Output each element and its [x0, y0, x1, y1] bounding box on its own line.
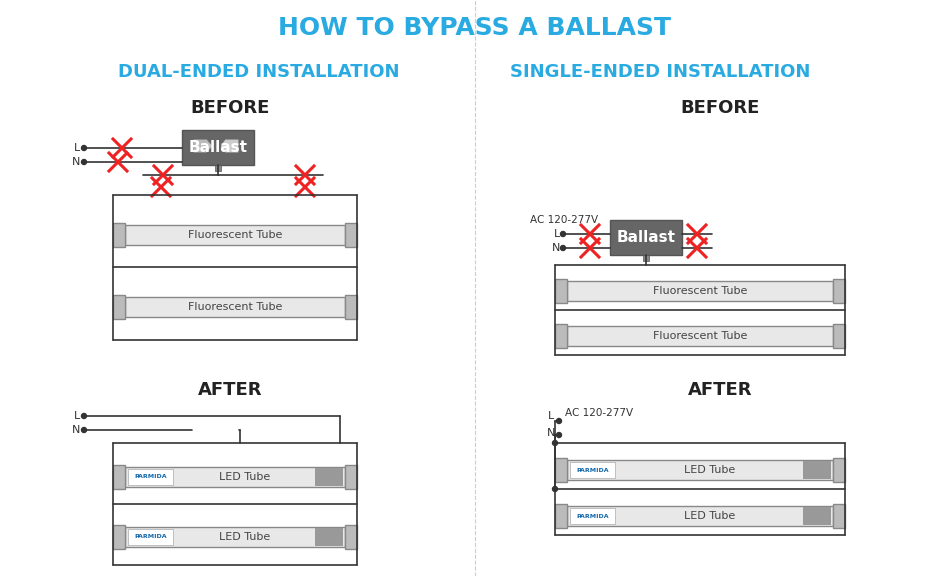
Bar — [555, 458, 567, 482]
Bar — [567, 281, 833, 301]
Text: N: N — [552, 243, 560, 253]
Text: BEFORE: BEFORE — [680, 99, 760, 117]
Text: Fluorescent Tube: Fluorescent Tube — [188, 302, 282, 312]
Circle shape — [560, 232, 565, 237]
Text: AFTER: AFTER — [198, 381, 262, 399]
Text: L: L — [74, 143, 80, 153]
Text: AC 120-277V: AC 120-277V — [530, 215, 598, 225]
Bar — [567, 326, 833, 346]
Text: PARMIDA: PARMIDA — [134, 475, 167, 479]
Text: LED Tube: LED Tube — [684, 511, 735, 521]
Bar — [833, 324, 845, 348]
Bar — [315, 528, 343, 546]
Text: HOW TO BYPASS A BALLAST: HOW TO BYPASS A BALLAST — [278, 16, 672, 40]
Bar — [555, 504, 567, 528]
Text: BEFORE: BEFORE — [190, 99, 270, 117]
Text: Fluorescent Tube: Fluorescent Tube — [653, 331, 748, 341]
Polygon shape — [193, 139, 213, 153]
Polygon shape — [220, 139, 239, 153]
Text: N: N — [71, 157, 80, 167]
Bar — [610, 220, 682, 255]
Circle shape — [560, 245, 565, 251]
Text: AC 120-277V: AC 120-277V — [565, 408, 633, 418]
Text: Ballast: Ballast — [188, 140, 248, 155]
Bar — [643, 255, 649, 261]
Text: DUAL-ENDED INSTALLATION: DUAL-ENDED INSTALLATION — [118, 63, 400, 81]
Circle shape — [557, 433, 561, 438]
Bar — [113, 295, 125, 319]
Bar — [833, 458, 845, 482]
Bar — [345, 295, 357, 319]
Text: Fluorescent Tube: Fluorescent Tube — [653, 286, 748, 296]
Text: Fluorescent Tube: Fluorescent Tube — [188, 230, 282, 240]
Bar — [113, 223, 125, 247]
Bar — [315, 468, 343, 486]
Bar — [567, 506, 833, 526]
Circle shape — [82, 427, 86, 433]
Bar — [215, 165, 221, 171]
Circle shape — [553, 441, 558, 445]
Text: PARMIDA: PARMIDA — [577, 513, 609, 518]
Text: Ballast: Ballast — [617, 230, 675, 245]
Bar — [833, 279, 845, 303]
Circle shape — [82, 160, 86, 165]
Bar — [128, 469, 173, 485]
Bar — [345, 465, 357, 489]
Bar — [555, 279, 567, 303]
Text: AFTER: AFTER — [688, 381, 752, 399]
Bar — [567, 460, 833, 480]
Text: PARMIDA: PARMIDA — [134, 535, 167, 540]
Text: LED Tube: LED Tube — [219, 472, 271, 482]
Bar — [345, 525, 357, 549]
Text: L: L — [554, 229, 560, 239]
Bar — [182, 130, 254, 165]
Text: PARMIDA: PARMIDA — [577, 468, 609, 472]
Bar — [345, 223, 357, 247]
Circle shape — [553, 487, 558, 491]
Bar — [113, 525, 125, 549]
Bar — [570, 462, 615, 478]
Text: N: N — [547, 428, 555, 438]
Bar — [833, 504, 845, 528]
Text: L: L — [74, 411, 80, 421]
Text: L: L — [548, 411, 554, 421]
Bar — [125, 527, 345, 547]
Bar — [803, 461, 831, 479]
Text: LED Tube: LED Tube — [219, 532, 271, 542]
Text: N: N — [71, 425, 80, 435]
Bar — [570, 508, 615, 524]
Text: SINGLE-ENDED INSTALLATION: SINGLE-ENDED INSTALLATION — [510, 63, 810, 81]
Bar — [555, 324, 567, 348]
Bar — [125, 467, 345, 487]
Circle shape — [557, 419, 561, 423]
Bar — [113, 465, 125, 489]
Circle shape — [82, 146, 86, 150]
Bar — [125, 225, 345, 245]
Bar — [803, 507, 831, 525]
Text: LED Tube: LED Tube — [684, 465, 735, 475]
Bar — [128, 529, 173, 545]
Bar — [125, 297, 345, 317]
Circle shape — [82, 414, 86, 419]
